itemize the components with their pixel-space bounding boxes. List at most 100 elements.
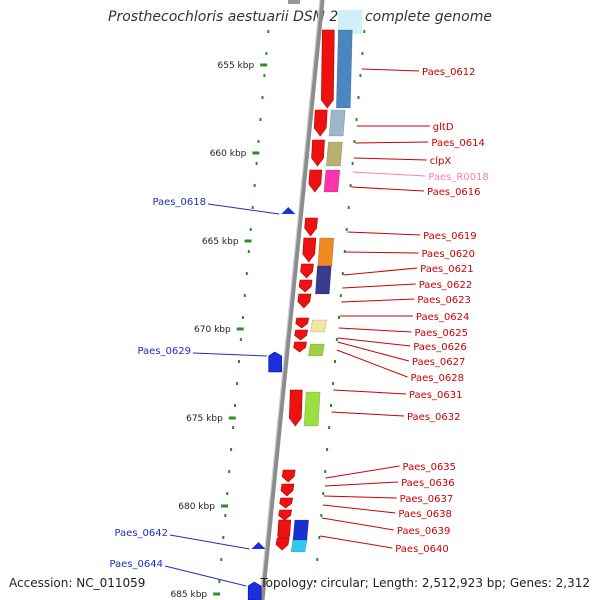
cds-arrow-paes_0637 <box>279 497 294 509</box>
guide-dot-inner <box>228 470 231 473</box>
label-leader <box>333 389 406 395</box>
cds-arrow-paes_0612 <box>321 29 335 109</box>
label-leader <box>345 251 419 254</box>
label-leader <box>337 337 411 347</box>
scale-tick-mark <box>236 327 244 331</box>
gene-label-paes_0621: Paes_0621 <box>420 264 474 275</box>
guide-dot-inner <box>261 96 264 99</box>
scale-tick-label: 665 kbp <box>202 237 239 247</box>
cds-arrow-paes_0616 <box>308 169 323 193</box>
guide-dot-inner <box>234 404 236 407</box>
cog-block-paes_0632 <box>303 391 321 427</box>
guide-dot-outer <box>359 74 362 77</box>
cds-arrow-clpx <box>311 139 325 167</box>
gene-label-paes_0636: Paes_0636 <box>401 478 455 489</box>
guide-dot-outer <box>314 580 317 583</box>
genome-summary-text: Topology: circular; Length: 2,512,923 bp… <box>260 576 590 590</box>
label-leader <box>347 231 421 236</box>
guide-dot-inner <box>218 580 221 583</box>
guide-dot-outer <box>353 140 356 143</box>
gene-label-paes_0638: Paes_0638 <box>398 509 452 520</box>
label-leader <box>323 495 397 499</box>
cds-arrow-paes_0620 <box>302 237 317 263</box>
label-leader <box>353 157 427 161</box>
cds-arrow-paes_0624 <box>295 317 310 329</box>
cog-block-paes_r0018 <box>323 169 341 193</box>
guide-dot-outer <box>324 470 327 473</box>
gene-label-paes_0642: Paes_0642 <box>114 528 168 539</box>
guide-dot-outer <box>349 184 352 187</box>
cds-arrow-paes_0636 <box>280 483 295 497</box>
label-leader <box>337 341 409 362</box>
guide-dot-inner <box>226 492 229 495</box>
gene-label-paes_0616: Paes_0616 <box>427 187 481 198</box>
guide-dot-outer <box>345 228 348 231</box>
cds-arrow-paes_0623 <box>297 293 312 309</box>
scale-tick-label: 660 kbp <box>210 149 247 159</box>
gene-label-paes_0631: Paes_0631 <box>409 390 463 401</box>
label-leader <box>169 534 250 550</box>
reverse-cds-paes_0629 <box>268 351 282 373</box>
cog-block-paes_0639 <box>292 519 310 543</box>
scale-tick-label: 655 kbp <box>218 61 255 71</box>
accession-text: Accession: NC_011059 <box>9 576 146 590</box>
gene-label-paes_0625: Paes_0625 <box>414 328 468 339</box>
label-leader <box>338 327 412 333</box>
gene-label-paes_0620: Paes_0620 <box>421 249 475 260</box>
scale-tick-mark <box>260 63 268 67</box>
guide-dot-inner <box>255 162 258 165</box>
gene-label-paes_0627: Paes_0627 <box>412 357 466 368</box>
reverse-cds-paes_0618 <box>281 207 296 214</box>
guide-dot-inner <box>230 448 233 451</box>
label-leader <box>355 141 429 144</box>
scale-tick-mark <box>220 504 228 508</box>
scale-tick-mark <box>252 151 260 155</box>
label-leader <box>342 283 416 289</box>
label-leader <box>361 68 420 72</box>
guide-dot-outer <box>316 558 319 561</box>
gene-label-paes_0624: Paes_0624 <box>416 312 470 323</box>
guide-dot-outer <box>335 338 338 341</box>
guide-dot-outer <box>361 52 364 55</box>
guide-dot-inner <box>241 316 244 319</box>
scale-tick-label: 680 kbp <box>178 502 215 512</box>
guide-dot-outer <box>355 118 358 121</box>
guide-dot-outer <box>334 360 336 363</box>
gene-label-paes_0644: Paes_0644 <box>109 559 163 570</box>
guide-dot-outer <box>322 492 325 495</box>
guide-dot-inner <box>236 382 238 385</box>
gene-label-paes_0637: Paes_0637 <box>400 494 454 505</box>
guide-dot-inner <box>232 426 235 429</box>
cds-arrow-paes_0625 <box>294 329 308 341</box>
cds-arrow-paes_0622 <box>298 279 313 293</box>
top-stub <box>288 0 300 4</box>
gene-label-paes_0614: Paes_0614 <box>431 138 485 149</box>
label-leader <box>192 352 267 357</box>
guide-dot-inner <box>253 184 256 187</box>
cog-block-paes_0640 <box>290 539 308 553</box>
scale-tick-label: 675 kbp <box>186 414 223 424</box>
cds-arrow-paes_0631 <box>288 389 303 427</box>
gene-label-paes_0622: Paes_0622 <box>419 280 473 291</box>
cog-block-paes_0620 <box>317 237 335 267</box>
label-leader <box>324 481 399 487</box>
guide-dot-inner <box>259 118 262 121</box>
gene-label-paes_0639: Paes_0639 <box>397 526 451 537</box>
gene-label-paes_0629: Paes_0629 <box>137 346 191 357</box>
guide-dot-inner <box>243 294 246 297</box>
cds-arrow-paes_0638 <box>278 509 292 521</box>
guide-dot-outer <box>357 96 360 99</box>
gene-label-paes_r0018: Paes_R0018 <box>428 172 488 183</box>
guide-dot-inner <box>249 228 252 231</box>
label-leader <box>331 411 405 417</box>
guide-dot-outer <box>347 206 350 209</box>
scale-tick-mark <box>228 416 236 420</box>
guide-dot-inner <box>247 250 250 253</box>
guide-dot-inner <box>238 360 240 363</box>
scale-tick-mark <box>244 239 252 243</box>
guide-dot-outer <box>363 30 366 33</box>
guide-dot-outer <box>326 448 329 451</box>
gene-label-paes_0623: Paes_0623 <box>417 295 471 306</box>
guide-dot-outer <box>339 294 342 297</box>
gene-label-paes_0635: Paes_0635 <box>403 462 457 473</box>
